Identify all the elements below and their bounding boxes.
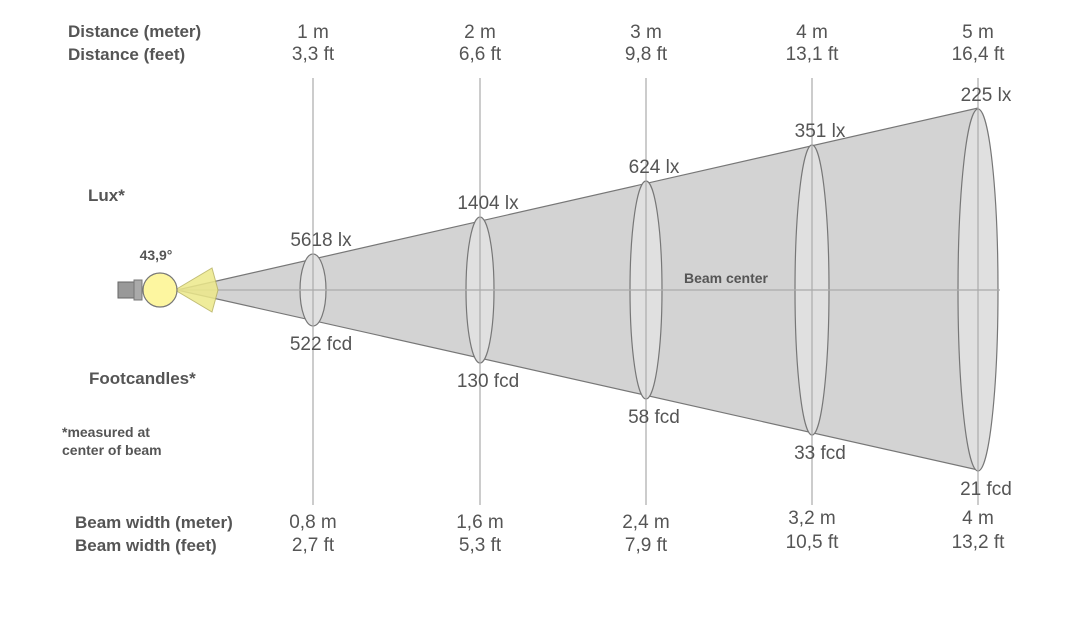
lux-label: Lux* xyxy=(88,186,125,205)
beam-width-meter-value: 1,6 m xyxy=(456,512,504,533)
lux-value: 225 lx xyxy=(961,85,1012,106)
fcd-value: 33 fcd xyxy=(794,443,846,464)
distance-feet-value: 3,3 ft xyxy=(292,44,335,65)
distance-feet-value: 6,6 ft xyxy=(459,44,502,65)
distance-meter-label: Distance (meter) xyxy=(68,22,201,41)
fcd-value: 21 fcd xyxy=(960,479,1012,500)
beam-width-meter-value: 3,2 m xyxy=(788,508,836,529)
beam-width-feet-value: 5,3 ft xyxy=(459,535,502,556)
beam-center-label: Beam center xyxy=(684,270,769,286)
lux-value: 5618 lx xyxy=(290,230,352,251)
beam-width-meter-label: Beam width (meter) xyxy=(75,513,233,532)
distance-meter-value: 2 m xyxy=(464,22,496,43)
light-source: 43,9° xyxy=(117,247,219,313)
lux-value: 624 lx xyxy=(629,157,680,178)
lux-value: 351 lx xyxy=(795,121,846,142)
distance-mark-3: 3 m9,8 ft 624 lx 58 fcd 2,4 m7,9 ft xyxy=(622,22,680,556)
distance-meter-value: 3 m xyxy=(630,22,662,43)
distance-meter-value: 1 m xyxy=(297,22,329,43)
distance-feet-value: 16,4 ft xyxy=(952,44,1006,65)
distance-feet-value: 9,8 ft xyxy=(625,44,668,65)
beam-width-meter-value: 0,8 m xyxy=(289,512,337,533)
fcd-value: 522 fcd xyxy=(290,334,352,355)
beam-angle-label: 43,9° xyxy=(140,247,173,263)
beam-width-feet-value: 13,2 ft xyxy=(952,532,1006,553)
distance-feet-label: Distance (feet) xyxy=(68,45,185,64)
beam-width-feet-label: Beam width (feet) xyxy=(75,536,217,555)
distance-feet-value: 13,1 ft xyxy=(786,44,840,65)
footnote-line1: *measured at xyxy=(62,424,150,440)
distance-meter-value: 4 m xyxy=(796,22,828,43)
row-labels: Distance (meter) Distance (feet) Lux* Fo… xyxy=(62,22,233,555)
beam-width-feet-value: 7,9 ft xyxy=(625,535,668,556)
footcandles-label: Footcandles* xyxy=(89,369,196,388)
beam-width-meter-value: 2,4 m xyxy=(622,512,670,533)
bulb-base-icon xyxy=(117,281,137,299)
beam-cone xyxy=(176,107,979,471)
bulb-neck xyxy=(133,279,143,301)
bulb-icon xyxy=(142,272,178,308)
beam-width-feet-value: 10,5 ft xyxy=(786,532,840,553)
beam-width-feet-value: 2,7 ft xyxy=(292,535,335,556)
fcd-value: 130 fcd xyxy=(457,371,519,392)
beam-width-meter-value: 4 m xyxy=(962,508,994,529)
distance-mark-5: 5 m16,4 ft 225 lx 21 fcd 4 m 13,2 ft xyxy=(952,22,1012,553)
lux-value: 1404 lx xyxy=(457,193,519,214)
fcd-value: 58 fcd xyxy=(628,407,680,428)
footnote-line2: center of beam xyxy=(62,442,162,458)
distance-meter-value: 5 m xyxy=(962,22,994,43)
beam-angle-wedge xyxy=(174,267,219,313)
